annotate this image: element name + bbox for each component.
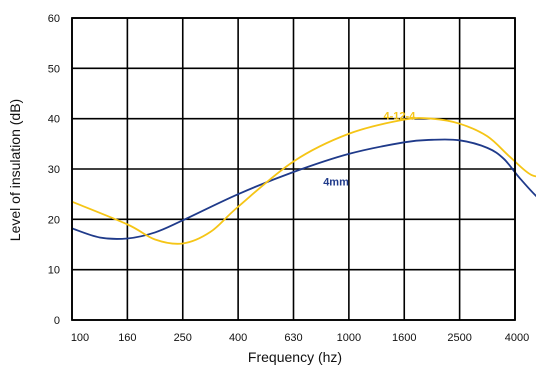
y-tick-label: 10: [48, 265, 60, 277]
series-line-4-12-4: [71, 117, 536, 245]
series-label-4-12-4: 4-12-4: [384, 111, 417, 123]
y-axis-title: Level of insulation (dB): [7, 99, 23, 241]
y-tick-label: 60: [48, 13, 60, 25]
series-label-4mm: 4mm: [323, 177, 349, 189]
y-tick-label: 30: [48, 164, 60, 176]
x-tick-labels: 100 160 250 400 630 1000 1600 2500 4000: [71, 332, 529, 344]
grid: [71, 17, 516, 321]
x-tick-label: 2500: [447, 332, 471, 344]
x-tick-label: 100: [71, 332, 89, 344]
y-tick-label: 0: [54, 315, 60, 327]
x-tick-label: 250: [174, 332, 192, 344]
x-tick-label: 630: [284, 332, 302, 344]
x-tick-label: 160: [118, 332, 136, 344]
plot-frame: [71, 17, 516, 321]
y-tick-label: 20: [48, 214, 60, 226]
x-tick-label: 1000: [337, 332, 361, 344]
y-tick-label: 50: [48, 63, 60, 75]
series-lines: [71, 117, 536, 245]
x-tick-label: 1600: [392, 332, 416, 344]
y-tick-labels: 0 10 20 30 40 50 60: [48, 13, 60, 327]
x-tick-label: 400: [229, 332, 247, 344]
plot-border: [71, 17, 516, 321]
series-labels: 4mm 4-12-4: [323, 111, 416, 189]
x-axis-title: Frequency (hz): [248, 349, 342, 365]
x-tick-label: 4000: [505, 332, 529, 344]
y-tick-label: 40: [48, 114, 60, 126]
